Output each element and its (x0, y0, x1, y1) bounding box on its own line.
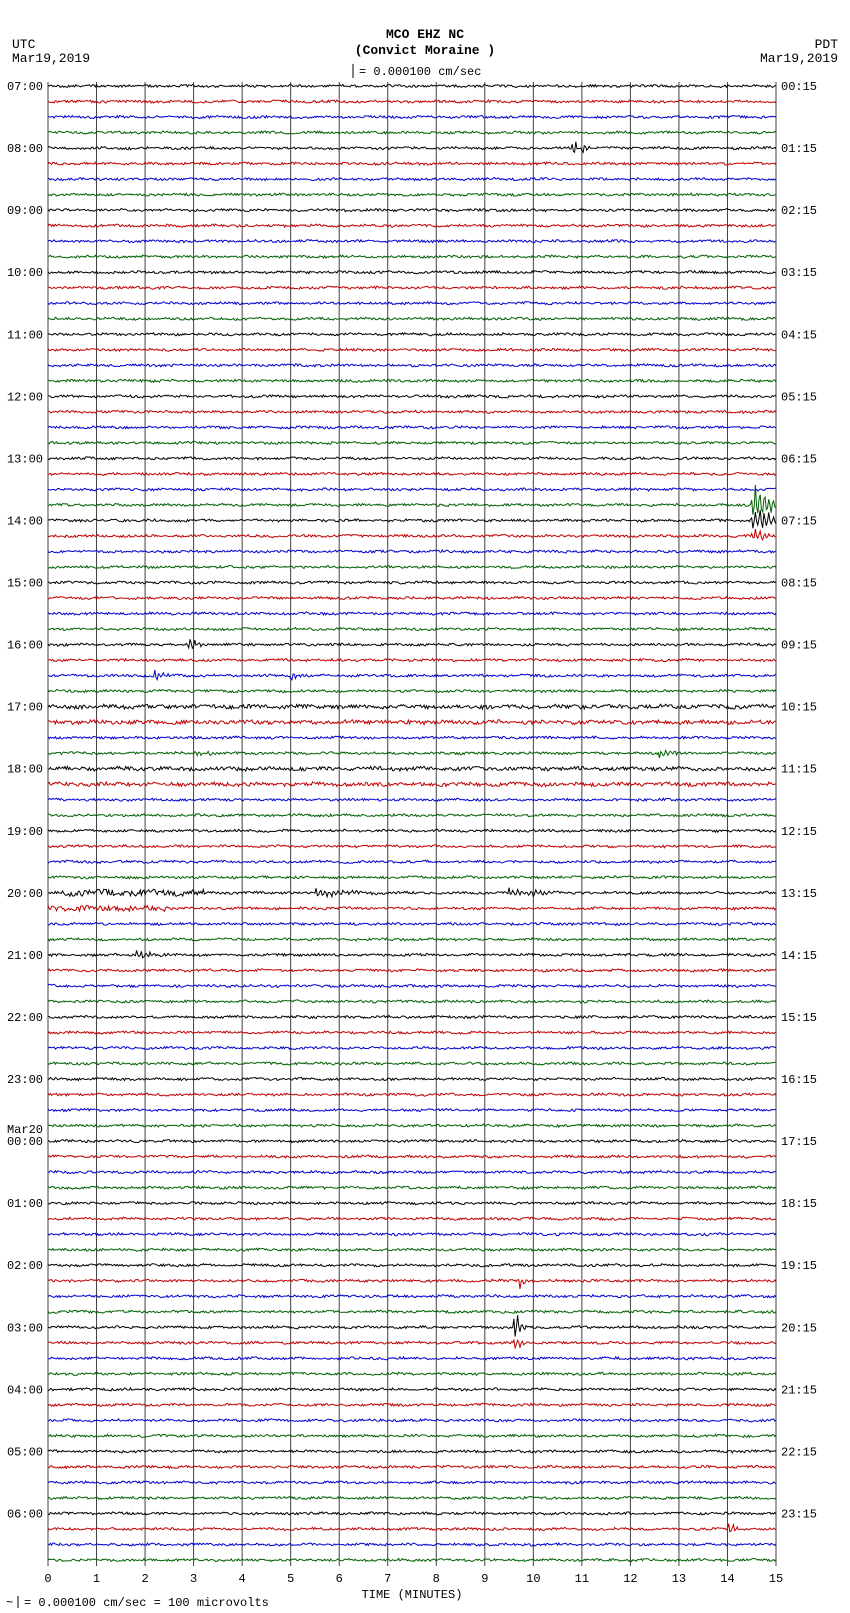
x-tick: 0 (44, 1572, 51, 1586)
pdt-hour-label: 10:15 (781, 701, 817, 715)
utc-hour-label: 02:00 (7, 1259, 43, 1273)
pdt-hour-label: 14:15 (781, 949, 817, 963)
station-name: (Convict Moraine ) (355, 43, 495, 58)
pdt-hour-label: 03:15 (781, 266, 817, 280)
utc-hour-label: 01:00 (7, 1197, 43, 1211)
utc-hour-label: 22:00 (7, 1011, 43, 1025)
scale-label: = 0.000100 cm/sec (359, 65, 481, 79)
pdt-hour-label: 04:15 (781, 328, 817, 342)
pdt-hour-label: 09:15 (781, 639, 817, 653)
utc-hour-label: 23:00 (7, 1073, 43, 1087)
pdt-hour-label: 16:15 (781, 1073, 817, 1087)
pdt-hour-label: 05:15 (781, 390, 817, 404)
utc-hour-label: 00:00 (7, 1135, 43, 1149)
x-tick: 7 (384, 1572, 391, 1586)
station-id: MCO EHZ NC (386, 27, 464, 42)
x-tick: 4 (239, 1572, 246, 1586)
pdt-hour-label: 02:15 (781, 204, 817, 218)
x-tick: 10 (526, 1572, 540, 1586)
x-tick: 13 (672, 1572, 686, 1586)
seismogram-svg: MCO EHZ NC(Convict Moraine ) = 0.000100 … (0, 0, 850, 1613)
utc-hour-label: 04:00 (7, 1383, 43, 1397)
utc-hour-label: 18:00 (7, 763, 43, 777)
x-tick: 15 (769, 1572, 783, 1586)
pdt-hour-label: 07:15 (781, 514, 817, 528)
utc-hour-label: 16:00 (7, 639, 43, 653)
pdt-label: PDT (815, 37, 839, 52)
pdt-hour-label: 21:15 (781, 1383, 817, 1397)
x-tick: 6 (336, 1572, 343, 1586)
utc-hour-label: 17:00 (7, 701, 43, 715)
pdt-hour-label: 13:15 (781, 887, 817, 901)
utc-hour-label: 14:00 (7, 514, 43, 528)
pdt-date: Mar19,2019 (760, 51, 838, 66)
x-tick: 5 (287, 1572, 294, 1586)
utc-hour-label: 21:00 (7, 949, 43, 963)
pdt-hour-label: 01:15 (781, 142, 817, 156)
utc-hour-label: 12:00 (7, 390, 43, 404)
x-tick: 9 (481, 1572, 488, 1586)
x-tick: 14 (720, 1572, 734, 1586)
x-tick: 2 (141, 1572, 148, 1586)
utc-hour-label: 10:00 (7, 266, 43, 280)
pdt-hour-label: 11:15 (781, 763, 817, 777)
utc-hour-label: 05:00 (7, 1445, 43, 1459)
x-tick: 12 (623, 1572, 637, 1586)
utc-hour-label: 15:00 (7, 577, 43, 591)
pdt-hour-label: 23:15 (781, 1507, 817, 1521)
pdt-hour-label: 17:15 (781, 1135, 817, 1149)
pdt-hour-label: 06:15 (781, 452, 817, 466)
utc-hour-label: 19:00 (7, 825, 43, 839)
utc-label: UTC (12, 37, 36, 52)
pdt-hour-label: 00:15 (781, 80, 817, 94)
utc-hour-label: 08:00 (7, 142, 43, 156)
utc-hour-label: 20:00 (7, 887, 43, 901)
pdt-hour-label: 08:15 (781, 577, 817, 591)
pdt-hour-label: 15:15 (781, 1011, 817, 1025)
pdt-hour-label: 22:15 (781, 1445, 817, 1459)
seismogram-chart: MCO EHZ NC(Convict Moraine ) = 0.000100 … (0, 0, 850, 1613)
utc-hour-label: 09:00 (7, 204, 43, 218)
utc-hour-label: 11:00 (7, 328, 43, 342)
footer-wiggle: ~ (6, 1596, 13, 1610)
utc-hour-label: 13:00 (7, 452, 43, 466)
x-axis-label: TIME (MINUTES) (362, 1588, 463, 1602)
utc-hour-label: 07:00 (7, 80, 43, 94)
x-tick: 11 (575, 1572, 589, 1586)
footer-scale: = 0.000100 cm/sec = 100 microvolts (24, 1596, 269, 1610)
x-tick: 1 (93, 1572, 100, 1586)
pdt-hour-label: 18:15 (781, 1197, 817, 1211)
x-tick: 8 (433, 1572, 440, 1586)
utc-date: Mar19,2019 (12, 51, 90, 66)
pdt-hour-label: 20:15 (781, 1321, 817, 1335)
utc-hour-label: 03:00 (7, 1321, 43, 1335)
utc-hour-label: 06:00 (7, 1507, 43, 1521)
pdt-hour-label: 19:15 (781, 1259, 817, 1273)
pdt-hour-label: 12:15 (781, 825, 817, 839)
x-tick: 3 (190, 1572, 197, 1586)
